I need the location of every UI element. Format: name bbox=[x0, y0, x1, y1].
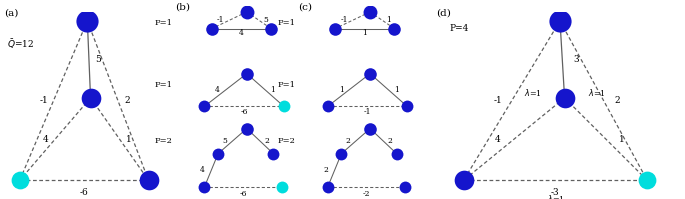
Text: (d): (d) bbox=[436, 8, 451, 17]
Text: 1: 1 bbox=[339, 86, 344, 94]
Text: 1: 1 bbox=[394, 86, 399, 94]
Text: -1: -1 bbox=[364, 108, 371, 116]
Text: 4: 4 bbox=[214, 86, 219, 94]
Text: -2: -2 bbox=[362, 190, 370, 198]
Text: P=4: P=4 bbox=[450, 24, 469, 33]
Text: 1: 1 bbox=[362, 29, 367, 37]
Text: -6: -6 bbox=[240, 108, 248, 116]
Text: -6: -6 bbox=[239, 190, 247, 198]
Text: P=1: P=1 bbox=[154, 81, 172, 89]
Text: 4: 4 bbox=[239, 29, 244, 37]
Text: (a): (a) bbox=[3, 8, 18, 17]
Text: (b): (b) bbox=[175, 2, 190, 11]
Text: (c): (c) bbox=[298, 2, 312, 11]
Text: P=1: P=1 bbox=[277, 81, 295, 89]
Text: 5: 5 bbox=[263, 16, 268, 24]
Text: 1: 1 bbox=[126, 135, 132, 144]
Text: -3: -3 bbox=[551, 188, 560, 197]
Text: 4: 4 bbox=[495, 135, 501, 144]
Text: -6: -6 bbox=[79, 188, 88, 197]
Text: 1: 1 bbox=[386, 16, 391, 24]
Text: 2: 2 bbox=[614, 96, 620, 105]
Text: 2: 2 bbox=[125, 96, 130, 105]
Text: 1: 1 bbox=[271, 86, 275, 94]
Text: P=2: P=2 bbox=[154, 137, 172, 145]
Text: P=1: P=1 bbox=[154, 19, 172, 27]
Text: 1: 1 bbox=[619, 135, 625, 144]
Text: P=1: P=1 bbox=[277, 19, 295, 27]
Text: P=2: P=2 bbox=[277, 137, 295, 145]
Text: -1: -1 bbox=[217, 16, 225, 24]
Text: $\bar{Q}$=12: $\bar{Q}$=12 bbox=[7, 37, 34, 51]
Text: 2: 2 bbox=[264, 137, 269, 145]
Text: 5: 5 bbox=[223, 137, 227, 145]
Text: $\lambda$=1: $\lambda$=1 bbox=[588, 87, 606, 98]
Text: 2: 2 bbox=[387, 137, 392, 145]
Text: 4: 4 bbox=[42, 135, 49, 144]
Text: -1: -1 bbox=[494, 96, 502, 105]
Text: 4: 4 bbox=[200, 166, 205, 175]
Text: 2: 2 bbox=[323, 166, 328, 175]
Text: $\lambda$=1: $\lambda$=1 bbox=[523, 87, 541, 98]
Text: -1: -1 bbox=[340, 16, 348, 24]
Text: -1: -1 bbox=[40, 96, 48, 105]
Text: 5: 5 bbox=[96, 55, 101, 64]
Text: 2: 2 bbox=[346, 137, 351, 145]
Text: $\lambda$=1: $\lambda$=1 bbox=[547, 193, 564, 199]
Text: 3: 3 bbox=[573, 55, 579, 64]
